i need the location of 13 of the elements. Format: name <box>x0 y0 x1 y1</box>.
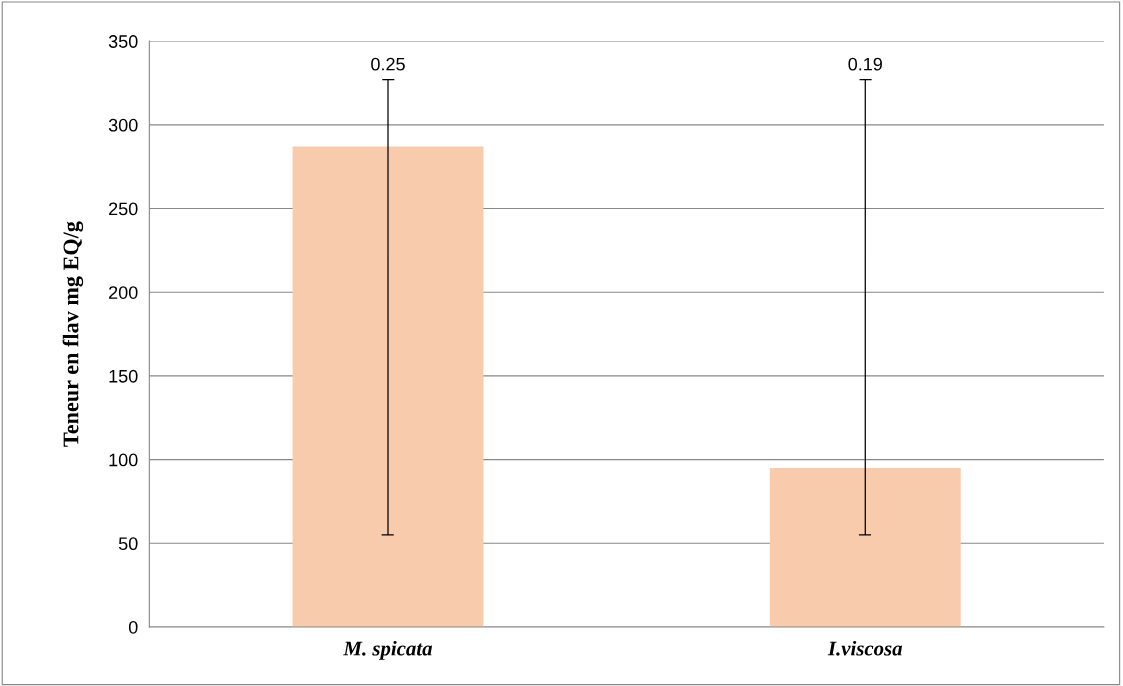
y-axis-title: Teneur en flav mg EQ/g <box>62 221 84 447</box>
annotation: 0.25 <box>371 57 405 71</box>
y-tick-label: 300 <box>108 118 138 132</box>
y-tick-label: 200 <box>109 286 138 299</box>
x-tick-label: M. spicata <box>343 640 433 660</box>
y-tick-label: 0 <box>128 620 138 634</box>
y-tick-label: 150 <box>109 369 138 383</box>
y-tick-label: 100 <box>109 453 138 467</box>
x-tick-label: I.viscosa <box>827 640 903 656</box>
y-tick-label: 50 <box>118 537 138 551</box>
y-tick-label: 250 <box>109 202 138 216</box>
annotation: 0.19 <box>848 57 882 71</box>
y-tick-label: 350 <box>108 35 138 48</box>
